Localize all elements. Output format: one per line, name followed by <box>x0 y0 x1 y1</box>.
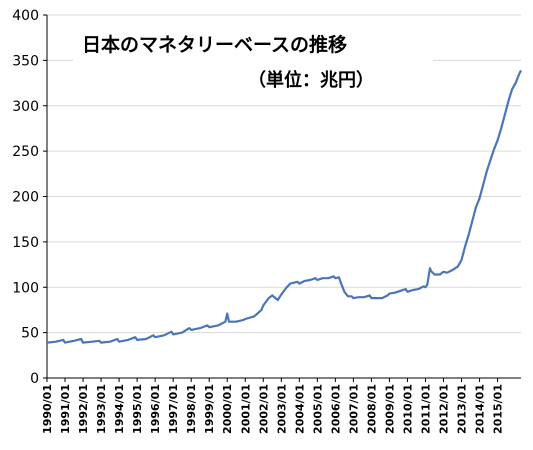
gridlines <box>47 14 521 334</box>
x-tick-label: 2009/01 <box>383 384 396 434</box>
chart-unit: （単位：兆円） <box>248 69 374 91</box>
x-tick-label: 1991/01 <box>59 384 72 434</box>
x-tick-label: 1999/01 <box>203 384 216 434</box>
axes <box>46 15 521 379</box>
x-tick-label: 2005/01 <box>311 384 324 434</box>
x-tick-label: 1990/01 <box>41 384 54 434</box>
x-tick-label: 2011/01 <box>419 384 432 434</box>
y-tick-label: 150 <box>12 235 39 251</box>
x-tick-label: 2010/01 <box>401 384 414 434</box>
axis-lines <box>46 15 521 379</box>
x-tick-label: 2001/01 <box>239 384 252 434</box>
y-tick-label: 300 <box>12 99 39 115</box>
chart-title: 日本のマネタリーベースの推移 <box>82 33 347 56</box>
x-tick-label: 2004/01 <box>293 384 306 434</box>
series-line <box>46 69 522 344</box>
y-tick-label: 400 <box>12 8 39 24</box>
x-tick-label: 1992/01 <box>77 384 90 434</box>
y-tick-label: 0 <box>30 371 39 387</box>
x-tick-label: 2007/01 <box>347 384 360 434</box>
x-axis-ticks: 1990/01 1991/01 1992/01 1993/01 1994/01 1995/… <box>41 378 505 434</box>
x-tick-label: 2006/01 <box>329 384 342 434</box>
x-tick-label: 1994/01 <box>113 384 126 434</box>
y-tick-label: 100 <box>12 280 39 296</box>
y-tick-label: 250 <box>12 144 39 160</box>
x-tick-label: 1995/01 <box>131 384 144 434</box>
x-tick-label: 2003/01 <box>275 384 288 434</box>
x-tick-label: 1998/01 <box>185 384 198 434</box>
y-tick-label: 200 <box>12 190 39 206</box>
x-tick-label: 2013/01 <box>456 384 469 434</box>
x-tick-label: 1997/01 <box>167 384 180 434</box>
y-axis-ticks: 0 50 100 150 200 250 300 350 400 <box>12 8 47 387</box>
x-tick-label: 2000/01 <box>221 384 234 434</box>
x-tick-label: 2012/01 <box>438 384 451 434</box>
title-box <box>73 30 433 94</box>
x-tick-label: 2015/01 <box>492 384 505 434</box>
x-tick-label: 1996/01 <box>149 384 162 434</box>
x-tick-label: 2008/01 <box>365 384 378 434</box>
x-tick-label: 2002/01 <box>257 384 270 434</box>
x-tick-label: 2014/01 <box>474 384 487 434</box>
y-tick-label: 350 <box>12 53 39 69</box>
x-tick-label: 1993/01 <box>95 384 108 434</box>
y-tick-label: 50 <box>21 326 39 342</box>
